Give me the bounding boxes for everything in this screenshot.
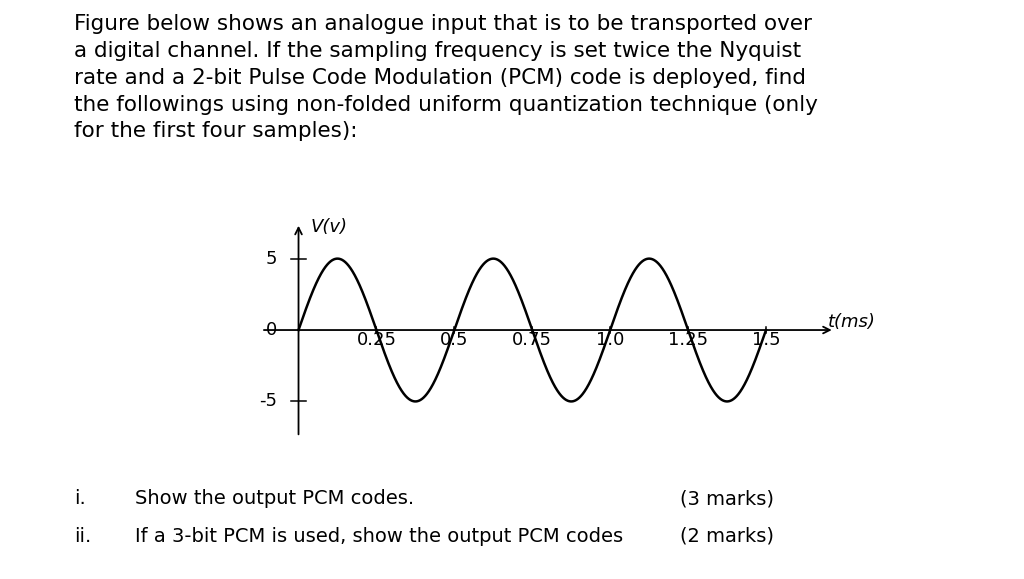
Text: -5: -5 — [259, 393, 276, 411]
Text: ii.: ii. — [74, 527, 91, 546]
Text: 5: 5 — [265, 250, 276, 267]
Text: V(v): V(v) — [311, 218, 348, 236]
Text: 0.5: 0.5 — [440, 331, 469, 349]
Text: 1.25: 1.25 — [668, 331, 709, 349]
Text: Show the output PCM codes.: Show the output PCM codes. — [135, 489, 415, 508]
Text: If a 3-bit PCM is used, show the output PCM codes: If a 3-bit PCM is used, show the output … — [135, 527, 624, 546]
Text: i.: i. — [74, 489, 85, 508]
Text: 1.5: 1.5 — [752, 331, 780, 349]
Text: 0: 0 — [265, 321, 276, 339]
Text: 0.25: 0.25 — [356, 331, 396, 349]
Text: (2 marks): (2 marks) — [680, 527, 774, 546]
Text: (3 marks): (3 marks) — [680, 489, 774, 508]
Text: t(ms): t(ms) — [828, 313, 877, 331]
Text: 0.75: 0.75 — [512, 331, 552, 349]
Text: 1.0: 1.0 — [596, 331, 625, 349]
Text: Figure below shows an analogue input that is to be transported over
a digital ch: Figure below shows an analogue input tha… — [74, 14, 817, 141]
